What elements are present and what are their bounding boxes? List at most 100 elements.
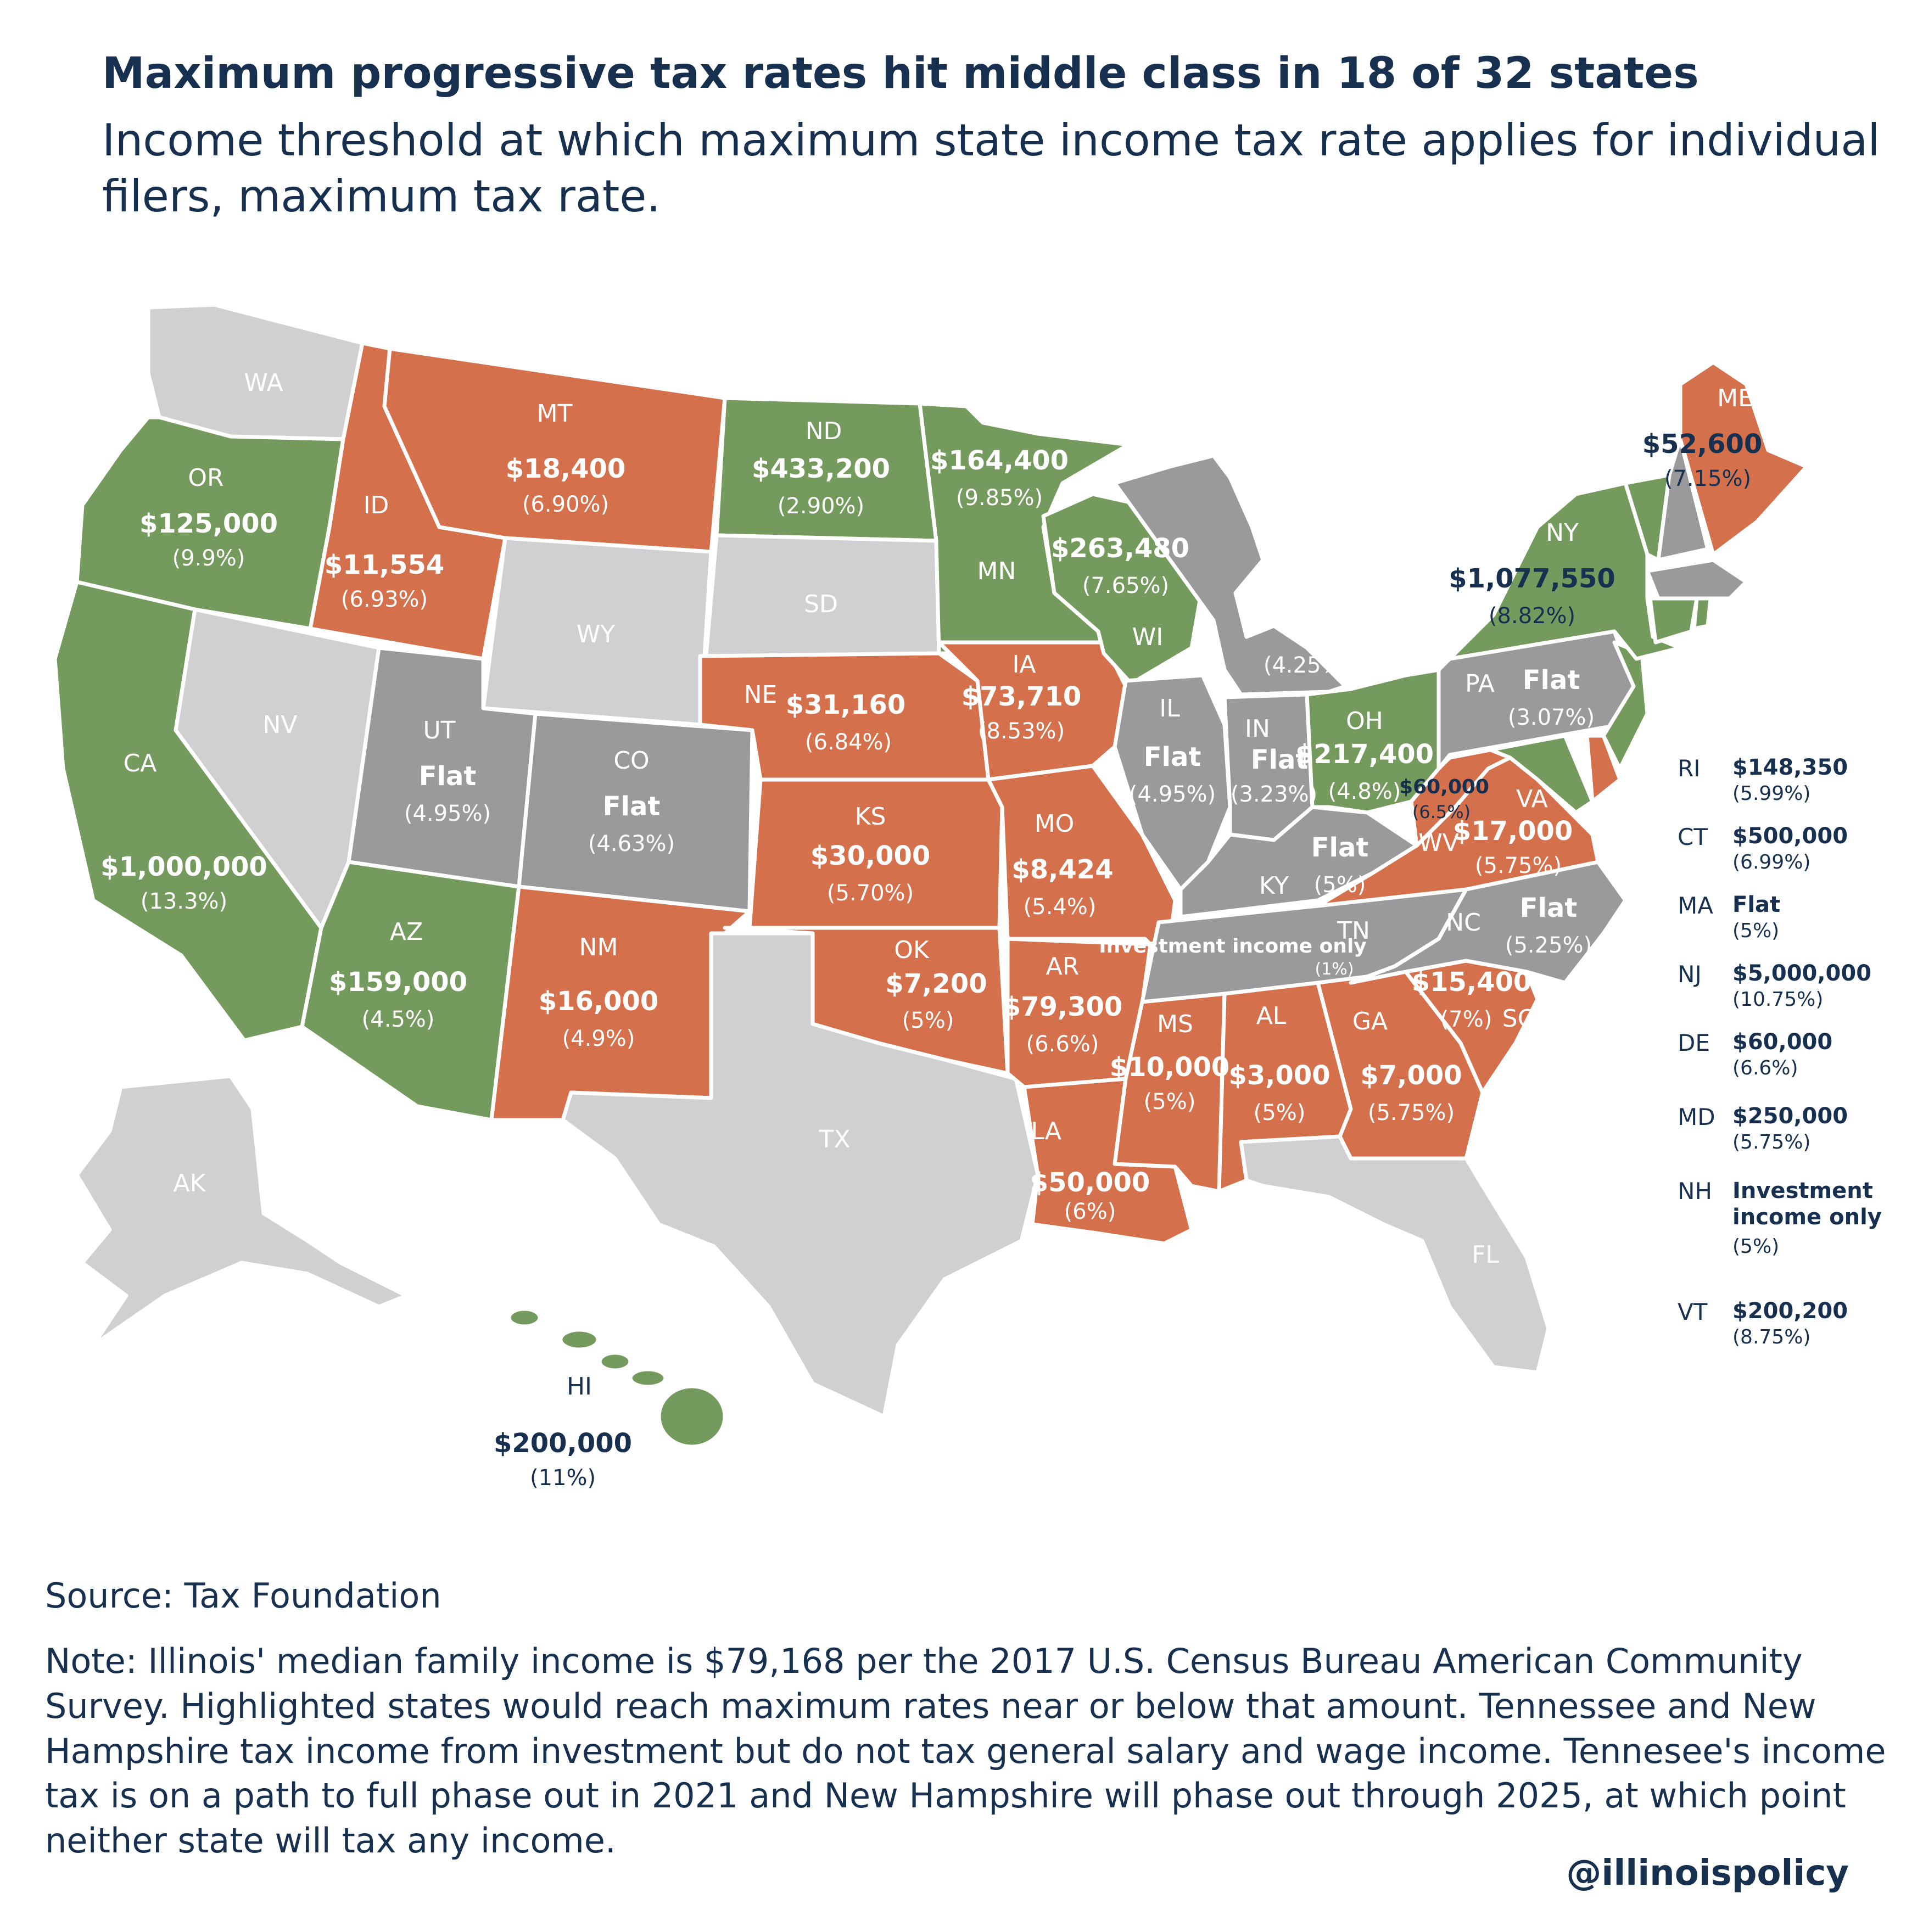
- label-value-AR: $79,300: [1003, 992, 1123, 1022]
- label-abbr-KY: KY: [1259, 872, 1289, 900]
- label-abbr-ME: ME: [1717, 384, 1753, 412]
- legend-abbr: DE: [1678, 1029, 1710, 1056]
- state-shapes: [53, 303, 1809, 1449]
- label-value-MI: Flat: [1278, 580, 1336, 611]
- legend-rate: (8.75%): [1732, 1326, 1811, 1348]
- label-abbr-HI: HI: [567, 1373, 592, 1401]
- label-abbr-ID: ID: [364, 491, 389, 519]
- label-rate-LA: (6%): [1064, 1199, 1116, 1224]
- state-KY: [1178, 805, 1419, 919]
- label-value-AL: $3,000: [1228, 1060, 1330, 1091]
- state-KS: [747, 777, 1004, 930]
- state-AK: [75, 1074, 409, 1347]
- state-MT: [382, 346, 727, 554]
- legend-rate: (6.99%): [1732, 851, 1811, 873]
- state-DE: [1585, 733, 1622, 804]
- state-NH: [1656, 437, 1710, 562]
- legend-abbr: NJ: [1678, 961, 1702, 988]
- label-rate-CO: (4.63%): [588, 831, 675, 856]
- label-rate-CA: (13.3%): [141, 889, 227, 914]
- legend-abbr: CT: [1678, 824, 1708, 850]
- label-abbr-TN: TN: [1337, 917, 1370, 945]
- chart-title: Maximum progressive tax rates hit middle…: [102, 49, 1699, 98]
- chart-subtitle: Income threshold at which maximum state …: [102, 115, 1880, 222]
- label-abbr-AZ: AZ: [390, 918, 423, 946]
- label-rate-AL: (5%): [1254, 1100, 1306, 1125]
- footnote: Note: Illinois' median family income is …: [45, 1641, 1886, 1861]
- label-rate-TN: (1%): [1315, 960, 1354, 979]
- label-rate-ME: (7.15%): [1664, 466, 1751, 491]
- label-rate-MI: (4.25%): [1264, 653, 1350, 678]
- us-map: WA OR $125,000 (9.9%) CA $1,000,000 (13.…: [53, 303, 1809, 1491]
- label-rate-AR: (6.6%): [1026, 1032, 1099, 1057]
- legend-value: Flat: [1732, 892, 1781, 917]
- label-abbr-MT: MT: [537, 400, 573, 428]
- label-abbr-UT: UT: [423, 716, 455, 744]
- label-rate-OK: (5%): [902, 1008, 954, 1033]
- legend-abbr: MA: [1678, 892, 1713, 919]
- legend-rate: (5%): [1732, 1235, 1780, 1258]
- label-value-NC: Flat: [1520, 893, 1578, 923]
- legend-value: $200,200: [1732, 1298, 1848, 1324]
- label-rate-MT: (6.90%): [522, 492, 609, 517]
- label-rate-ID: (6.93%): [341, 587, 428, 612]
- state-labels: WA OR $125,000 (9.9%) CA $1,000,000 (13.…: [100, 369, 1762, 1491]
- source-note: Source: Tax Foundation: [45, 1576, 441, 1616]
- legend-abbr: NH: [1678, 1178, 1712, 1205]
- label-rate-KS: (5.70%): [827, 881, 914, 906]
- legend-rate: (10.75%): [1732, 988, 1824, 1011]
- label-value-IN: Flat: [1251, 744, 1309, 775]
- label-value-VA: $17,000: [1453, 816, 1573, 847]
- label-rate-KY: (5%): [1314, 872, 1366, 898]
- label-value-OK: $7,200: [885, 968, 987, 999]
- legend-abbr: MD: [1678, 1104, 1715, 1130]
- label-abbr-IN: IN: [1245, 715, 1270, 743]
- label-value-MS: $10,000: [1110, 1052, 1230, 1083]
- label-abbr-SC: SC: [1502, 1005, 1535, 1033]
- label-abbr-NY: NY: [1546, 519, 1579, 547]
- state-TX: [561, 931, 1040, 1419]
- label-abbr-MI: MI: [1263, 578, 1291, 606]
- label-rate-MS: (5%): [1144, 1089, 1196, 1115]
- label-value-GA: $7,000: [1360, 1060, 1462, 1091]
- label-abbr-TX: TX: [818, 1125, 850, 1153]
- state-MA: [1645, 558, 1748, 601]
- label-value-CO: Flat: [603, 791, 661, 822]
- label-value-OH: $217,400: [1295, 739, 1434, 770]
- label-abbr-CO: CO: [613, 747, 649, 775]
- label-value-LA: $50,000: [1030, 1167, 1150, 1198]
- label-abbr-WY: WY: [577, 620, 616, 648]
- label-value-ID: $11,554: [325, 550, 445, 580]
- label-abbr-NM: NM: [579, 933, 618, 961]
- label-abbr-LA: LA: [1031, 1117, 1061, 1145]
- label-value-OR: $125,000: [139, 508, 278, 539]
- label-abbr-VA: VA: [1516, 785, 1547, 813]
- state-ME: [1678, 360, 1809, 557]
- label-value-MO: $8,424: [1011, 854, 1113, 885]
- label-value-WV: $60,000: [1399, 776, 1489, 798]
- legend-rate: (5.75%): [1732, 1131, 1811, 1153]
- label-abbr-MO: MO: [1035, 810, 1075, 838]
- label-value-IL: Flat: [1144, 742, 1201, 772]
- label-abbr-WV: WV: [1418, 829, 1459, 857]
- label-rate-HI: (11%): [530, 1465, 596, 1491]
- state-FL: [1239, 1134, 1551, 1375]
- label-value-MN: $164,400: [930, 445, 1069, 476]
- label-rate-AZ: (4.5%): [362, 1007, 435, 1032]
- social-handle: @illinoispolicy: [1566, 1853, 1849, 1894]
- label-rate-VA: (5.75%): [1475, 853, 1562, 878]
- label-value-ME: $52,600: [1642, 429, 1763, 460]
- label-rate-NM: (4.9%): [562, 1026, 635, 1051]
- label-rate-SC: (7%): [1440, 1007, 1492, 1032]
- label-value-NM: $16,000: [539, 986, 659, 1017]
- label-rate-PA: (3.07%): [1508, 705, 1595, 730]
- legend-abbr: RI: [1678, 755, 1701, 782]
- label-value-KS: $30,000: [810, 841, 931, 871]
- legend-value: Investment income only: [1732, 1178, 1882, 1230]
- label-value-NE: $31,160: [786, 690, 906, 720]
- label-value-SC: $15,400: [1412, 967, 1532, 998]
- state-MI: [1113, 453, 1348, 697]
- label-abbr-NV: NV: [262, 711, 297, 739]
- label-abbr-ND: ND: [806, 417, 842, 445]
- label-abbr-OH: OH: [1346, 707, 1383, 735]
